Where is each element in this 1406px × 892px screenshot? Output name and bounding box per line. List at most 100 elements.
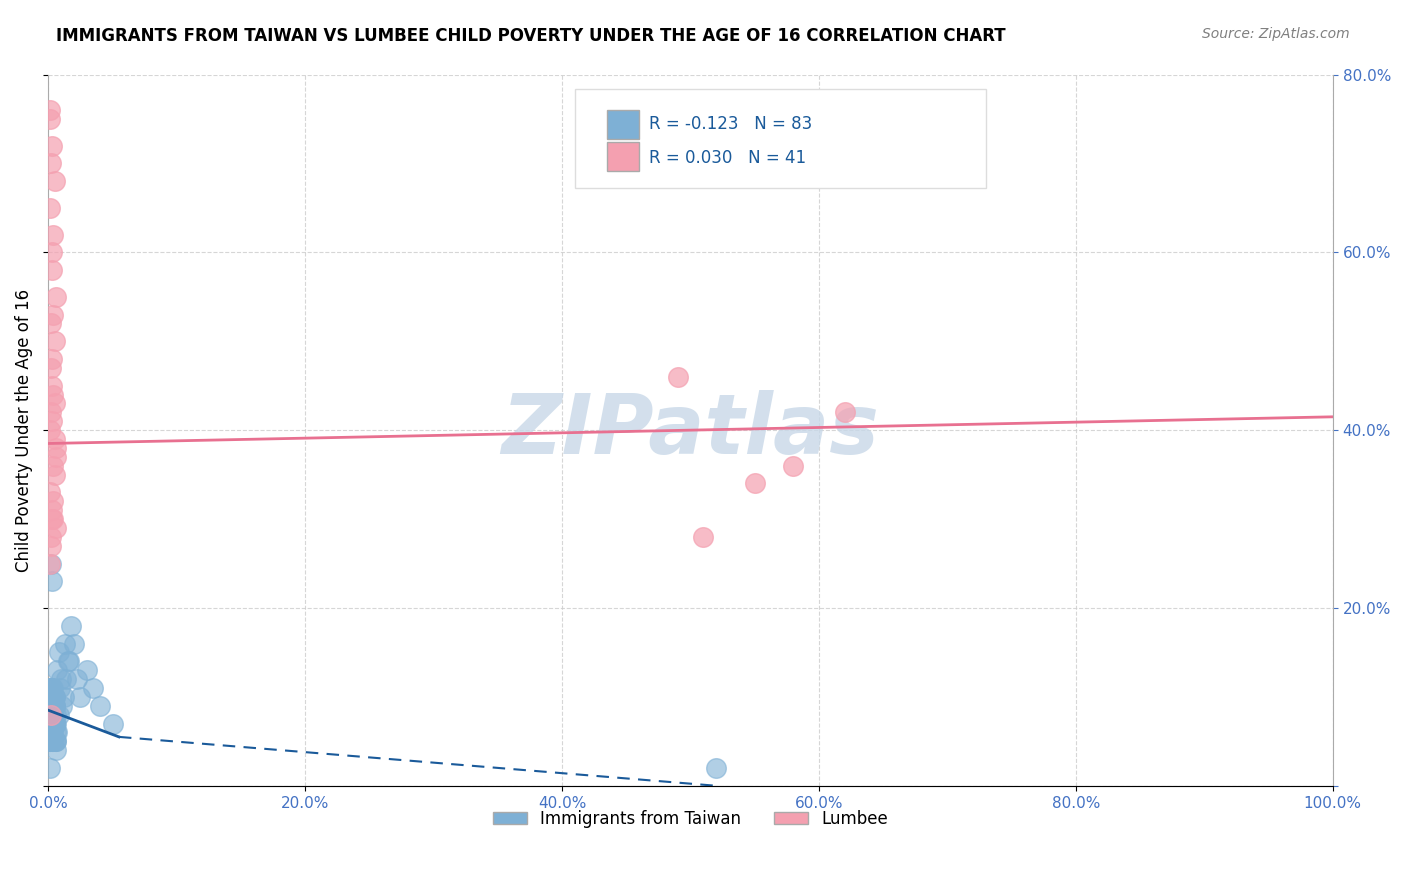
FancyBboxPatch shape bbox=[607, 110, 640, 138]
Point bbox=[38, 734, 60, 748]
Point bbox=[41, 263, 63, 277]
Point bbox=[38, 103, 60, 117]
Point bbox=[744, 476, 766, 491]
Point bbox=[44, 734, 66, 748]
Point bbox=[42, 494, 65, 508]
Point bbox=[39, 317, 62, 331]
Point bbox=[44, 716, 66, 731]
Point bbox=[44, 698, 66, 713]
Point bbox=[41, 351, 63, 366]
Point bbox=[41, 707, 63, 722]
Point bbox=[39, 698, 62, 713]
Point bbox=[41, 245, 63, 260]
Point bbox=[39, 707, 62, 722]
Point bbox=[41, 690, 63, 704]
Point bbox=[53, 636, 76, 650]
Point bbox=[44, 690, 66, 704]
Point bbox=[38, 734, 60, 748]
Point bbox=[38, 734, 60, 748]
Point bbox=[51, 698, 73, 713]
Point bbox=[42, 725, 65, 739]
Point bbox=[42, 387, 65, 401]
Point bbox=[76, 663, 98, 677]
Point bbox=[41, 725, 63, 739]
Point bbox=[89, 698, 111, 713]
Point bbox=[39, 698, 62, 713]
Point bbox=[42, 707, 65, 722]
Point bbox=[41, 725, 63, 739]
Y-axis label: Child Poverty Under the Age of 16: Child Poverty Under the Age of 16 bbox=[15, 289, 32, 572]
Point bbox=[38, 725, 60, 739]
Point bbox=[55, 672, 77, 686]
Point bbox=[42, 227, 65, 242]
Point bbox=[39, 681, 62, 695]
Point bbox=[42, 690, 65, 704]
Point bbox=[834, 405, 856, 419]
Point bbox=[39, 530, 62, 544]
Point bbox=[44, 698, 66, 713]
Point bbox=[46, 725, 69, 739]
Point bbox=[39, 698, 62, 713]
Text: Source: ZipAtlas.com: Source: ZipAtlas.com bbox=[1202, 27, 1350, 41]
Point bbox=[38, 716, 60, 731]
Point bbox=[101, 716, 124, 731]
Point bbox=[41, 681, 63, 695]
Point bbox=[39, 156, 62, 170]
Point bbox=[44, 174, 66, 188]
Point bbox=[60, 619, 83, 633]
Point bbox=[45, 450, 67, 464]
Point bbox=[39, 405, 62, 419]
Point bbox=[704, 761, 727, 775]
Point bbox=[39, 557, 62, 571]
Point bbox=[41, 716, 63, 731]
Point bbox=[39, 716, 62, 731]
Point bbox=[41, 138, 63, 153]
Point bbox=[44, 467, 66, 482]
Point bbox=[666, 369, 689, 384]
Point bbox=[41, 707, 63, 722]
Point bbox=[44, 432, 66, 446]
Point bbox=[42, 458, 65, 473]
Point bbox=[38, 423, 60, 437]
FancyBboxPatch shape bbox=[607, 142, 640, 170]
Point bbox=[46, 663, 69, 677]
Point bbox=[41, 734, 63, 748]
Point bbox=[38, 761, 60, 775]
Point bbox=[41, 574, 63, 589]
Point bbox=[65, 672, 87, 686]
Point bbox=[45, 716, 67, 731]
Point bbox=[39, 716, 62, 731]
Point bbox=[49, 672, 72, 686]
Point bbox=[39, 360, 62, 375]
Point bbox=[52, 690, 75, 704]
Point bbox=[45, 290, 67, 304]
Point bbox=[44, 698, 66, 713]
Point bbox=[48, 645, 70, 659]
Point bbox=[58, 654, 80, 668]
Point bbox=[38, 485, 60, 500]
Text: ZIPatlas: ZIPatlas bbox=[502, 390, 880, 471]
Point bbox=[44, 334, 66, 349]
Point bbox=[39, 716, 62, 731]
Text: R = 0.030   N = 41: R = 0.030 N = 41 bbox=[650, 150, 807, 168]
Text: IMMIGRANTS FROM TAIWAN VS LUMBEE CHILD POVERTY UNDER THE AGE OF 16 CORRELATION C: IMMIGRANTS FROM TAIWAN VS LUMBEE CHILD P… bbox=[56, 27, 1005, 45]
Point bbox=[39, 681, 62, 695]
Point bbox=[42, 707, 65, 722]
Point bbox=[42, 308, 65, 322]
Point bbox=[42, 707, 65, 722]
FancyBboxPatch shape bbox=[575, 88, 986, 188]
Point bbox=[45, 521, 67, 535]
Point bbox=[44, 690, 66, 704]
Point bbox=[45, 441, 67, 455]
Point bbox=[41, 414, 63, 428]
Point bbox=[692, 530, 714, 544]
Text: R = -0.123   N = 83: R = -0.123 N = 83 bbox=[650, 115, 813, 133]
Point bbox=[39, 707, 62, 722]
Point bbox=[39, 707, 62, 722]
Point bbox=[782, 458, 804, 473]
Point bbox=[41, 503, 63, 517]
Point bbox=[63, 636, 86, 650]
Point bbox=[38, 725, 60, 739]
Point bbox=[41, 698, 63, 713]
Point bbox=[38, 557, 60, 571]
